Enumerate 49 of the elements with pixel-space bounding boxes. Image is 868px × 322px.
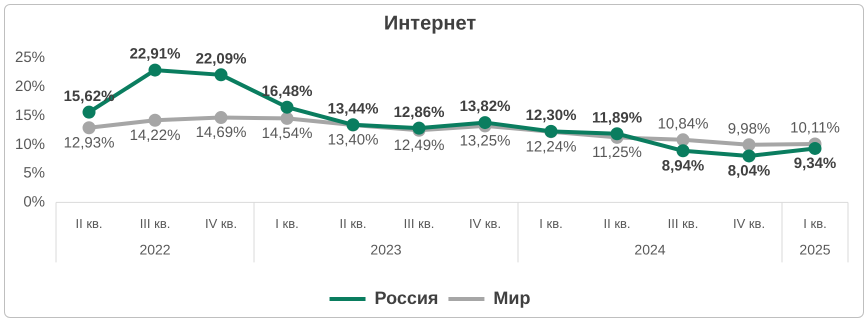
text: 2025 — [799, 241, 831, 258]
x-tick-label: IV кв. — [732, 216, 766, 231]
x-tick-label: III кв. — [140, 216, 170, 231]
y-tick-label: 25% — [14, 49, 46, 66]
x-tick-label: I кв. — [539, 216, 563, 231]
y-tick-label: 0% — [23, 194, 46, 211]
x-tick-label: IV кв. — [204, 216, 238, 231]
data-label: 14,69% — [196, 124, 246, 142]
data-label: 10,84% — [658, 115, 708, 132]
x-tick-label: III кв. — [404, 216, 434, 231]
data-label: 13,44% — [328, 100, 378, 118]
text: 2024 — [634, 241, 666, 258]
data-label: 22,91% — [130, 46, 180, 63]
text: 2022 — [139, 241, 171, 258]
data-label: 15,62% — [64, 88, 114, 105]
x-tick-label: III кв. — [668, 216, 698, 231]
data-label: 12,93% — [64, 134, 114, 152]
data-label: 12,30% — [526, 106, 576, 124]
legend-label: Мир — [493, 288, 530, 308]
chart-title: Интернет — [384, 12, 476, 35]
data-label: 9,34% — [794, 155, 836, 172]
y-tick-label: 5% — [23, 164, 46, 182]
data-label: 9,98% — [728, 120, 770, 138]
x-tick-label: I кв. — [275, 216, 299, 231]
y-tick-label: 15% — [14, 106, 46, 124]
y-tick-label: 20% — [14, 78, 46, 96]
data-label: 11,89% — [592, 109, 642, 126]
text: 2023 — [370, 241, 402, 258]
legend-label: Россия — [374, 288, 438, 308]
data-label: 12,24% — [526, 138, 576, 156]
data-label: 13,25% — [460, 132, 510, 150]
x-tick-label: II кв. — [603, 216, 631, 231]
x-tick-label: II кв. — [339, 216, 367, 231]
data-label: 16,48% — [262, 82, 312, 100]
data-label: 10,11% — [790, 120, 840, 137]
x-tick-label: I кв. — [803, 216, 827, 231]
data-label: 22,09% — [196, 50, 246, 68]
data-label: 13,40% — [328, 132, 378, 149]
data-label: 12,49% — [394, 136, 444, 154]
data-label: 12,86% — [394, 104, 444, 121]
x-tick-label: IV кв. — [468, 216, 502, 231]
data-label: 8,04% — [728, 162, 770, 180]
x-tick-label: II кв. — [76, 216, 103, 231]
y-tick-label: 10% — [14, 136, 46, 153]
data-label: 11,25% — [592, 144, 642, 162]
data-label: 14,54% — [262, 125, 312, 142]
data-label: 14,22% — [130, 126, 180, 144]
data-label: 8,94% — [662, 157, 704, 174]
data-label: 13,82% — [460, 98, 510, 116]
